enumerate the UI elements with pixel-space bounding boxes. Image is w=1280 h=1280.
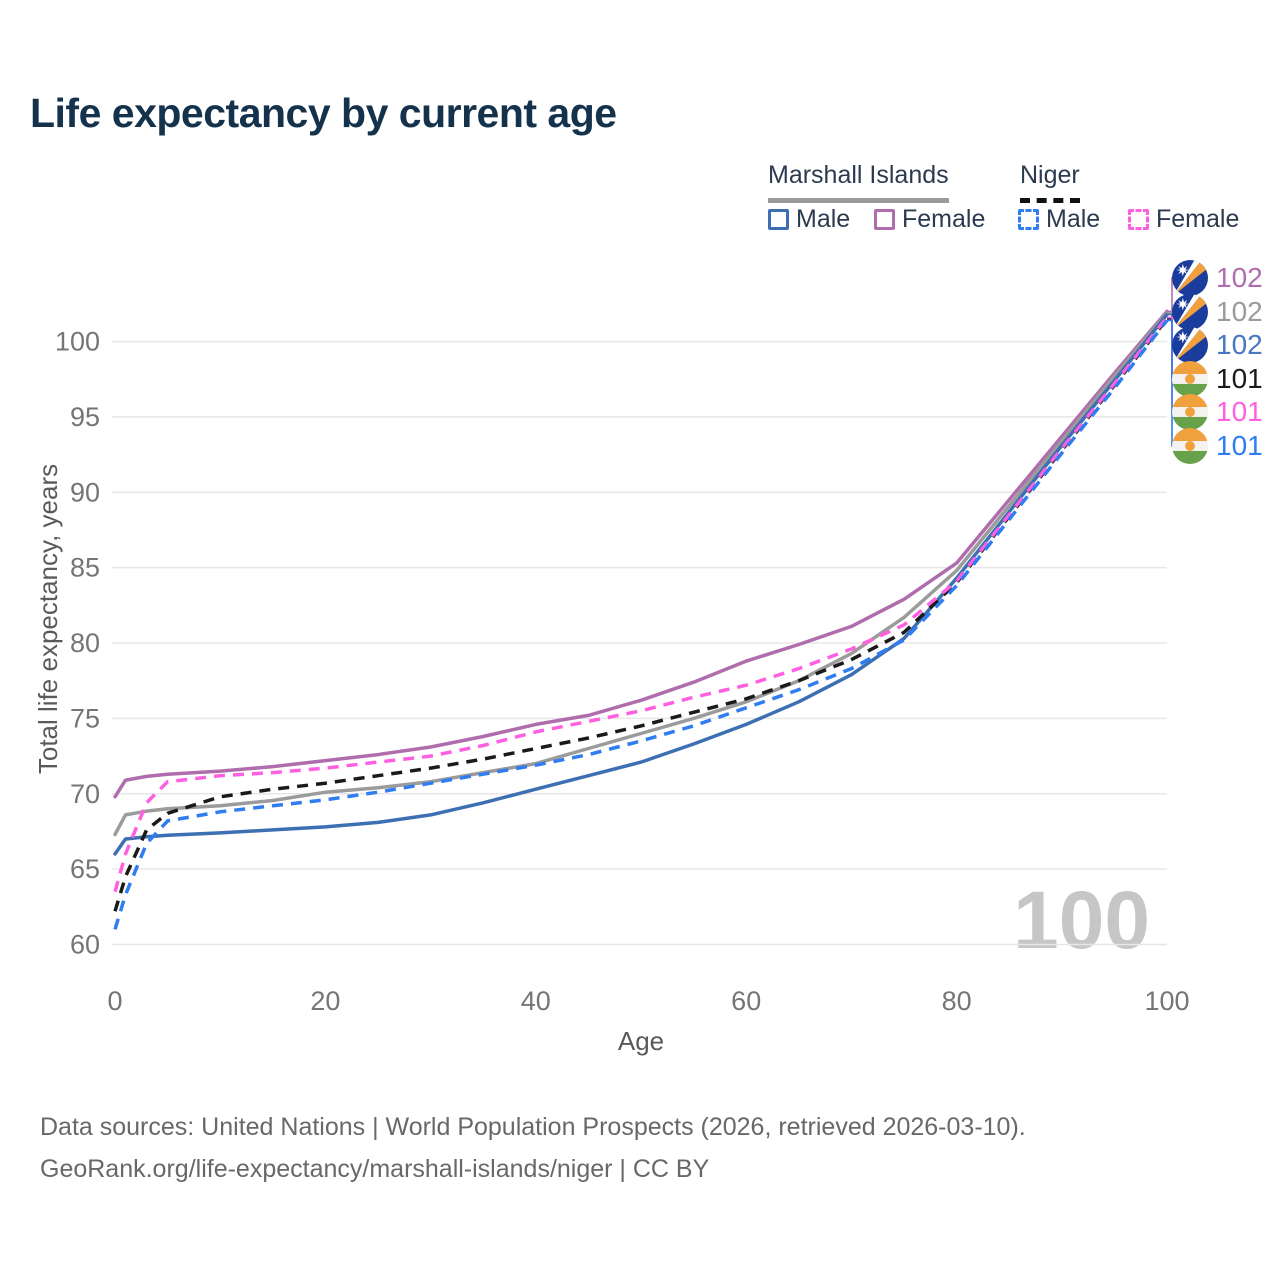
mi-male-swatch-icon [768,209,789,230]
y-tick-label-75: 75 [70,703,100,733]
legend-item-label: Female [1156,205,1240,233]
series-line-niger-female[interactable] [113,316,1169,893]
end-label-value: 102 [1216,295,1263,327]
end-label-row-niger-male: 101 [1172,428,1263,464]
y-tick-label-100: 100 [55,327,100,357]
niger-flag-icon [1172,428,1208,464]
end-label-row-mi-male: 102 [1172,327,1263,364]
x-tick-label-0: 0 [107,986,122,1016]
y-tick-label-90: 90 [70,477,100,507]
legend-item-marshall-islands-male[interactable]: Male [768,205,850,234]
x-axis-title: Age [617,1026,665,1056]
legend-item-label: Female [902,205,986,233]
end-label-row-mi-total: 102 [1172,293,1263,330]
y-tick-label-65: 65 [70,854,100,884]
marshall-islands-flag-icon [1172,327,1208,364]
niger-female-swatch-icon [1128,209,1149,230]
legend-item-niger-female[interactable]: Female [1128,205,1239,234]
series-line-mi-male[interactable] [113,312,1169,856]
age-counter-watermark: 100 [1013,875,1150,966]
page-title: Life expectancy by current age [30,90,617,136]
legend-item-label: Male [796,205,851,233]
y-tick-label-95: 95 [70,402,100,432]
end-label-row-niger-total: 101 [1172,360,1263,397]
mi-female-swatch-icon [874,209,895,230]
y-tick-label-70: 70 [70,779,100,809]
footer-line-2: GeoRank.org/life-expectancy/marshall-isl… [40,1155,710,1183]
end-label-value: 101 [1216,430,1263,461]
series-line-mi-female[interactable] [113,309,1169,799]
niger-male-swatch-icon [1018,209,1039,230]
end-label-row-niger-female: 101 [1172,394,1263,431]
x-tick-label-40: 40 [521,986,551,1016]
y-tick-label-85: 85 [70,553,100,583]
end-label-value: 101 [1216,396,1263,428]
legend-item-marshall-islands-female[interactable]: Female [874,205,985,234]
series-line-niger-total[interactable] [113,317,1169,912]
y-tick-label-60: 60 [70,930,100,960]
marshall-islands-flag-icon [1172,293,1208,330]
end-label-value: 102 [1216,329,1263,361]
footer-line-1: Data sources: United Nations | World Pop… [40,1113,1026,1141]
niger-flag-icon [1172,360,1208,397]
end-label-value: 102 [1216,262,1263,293]
marshall-islands-flag-icon [1172,260,1208,296]
legend-item-label: Male [1046,205,1101,233]
y-tick-label-80: 80 [70,628,100,658]
x-tick-label-80: 80 [942,986,972,1016]
x-tick-label-60: 60 [731,986,761,1016]
x-tick-label-100: 100 [1144,986,1189,1016]
series-line-niger-male[interactable] [113,319,1169,930]
end-label-value: 101 [1216,362,1263,394]
niger-flag-icon [1172,394,1208,431]
legend-header-marshall-islands: Marshall Islands [768,161,949,203]
legend-header-niger: Niger [1020,161,1080,203]
legend-item-niger-male[interactable]: Male [1018,205,1100,234]
series-line-mi-total[interactable] [113,311,1169,837]
x-tick-label-20: 20 [310,986,340,1016]
end-label-row-mi-female: 102 [1172,260,1263,296]
footer: Data sources: United Nations | World Pop… [40,1106,1026,1190]
